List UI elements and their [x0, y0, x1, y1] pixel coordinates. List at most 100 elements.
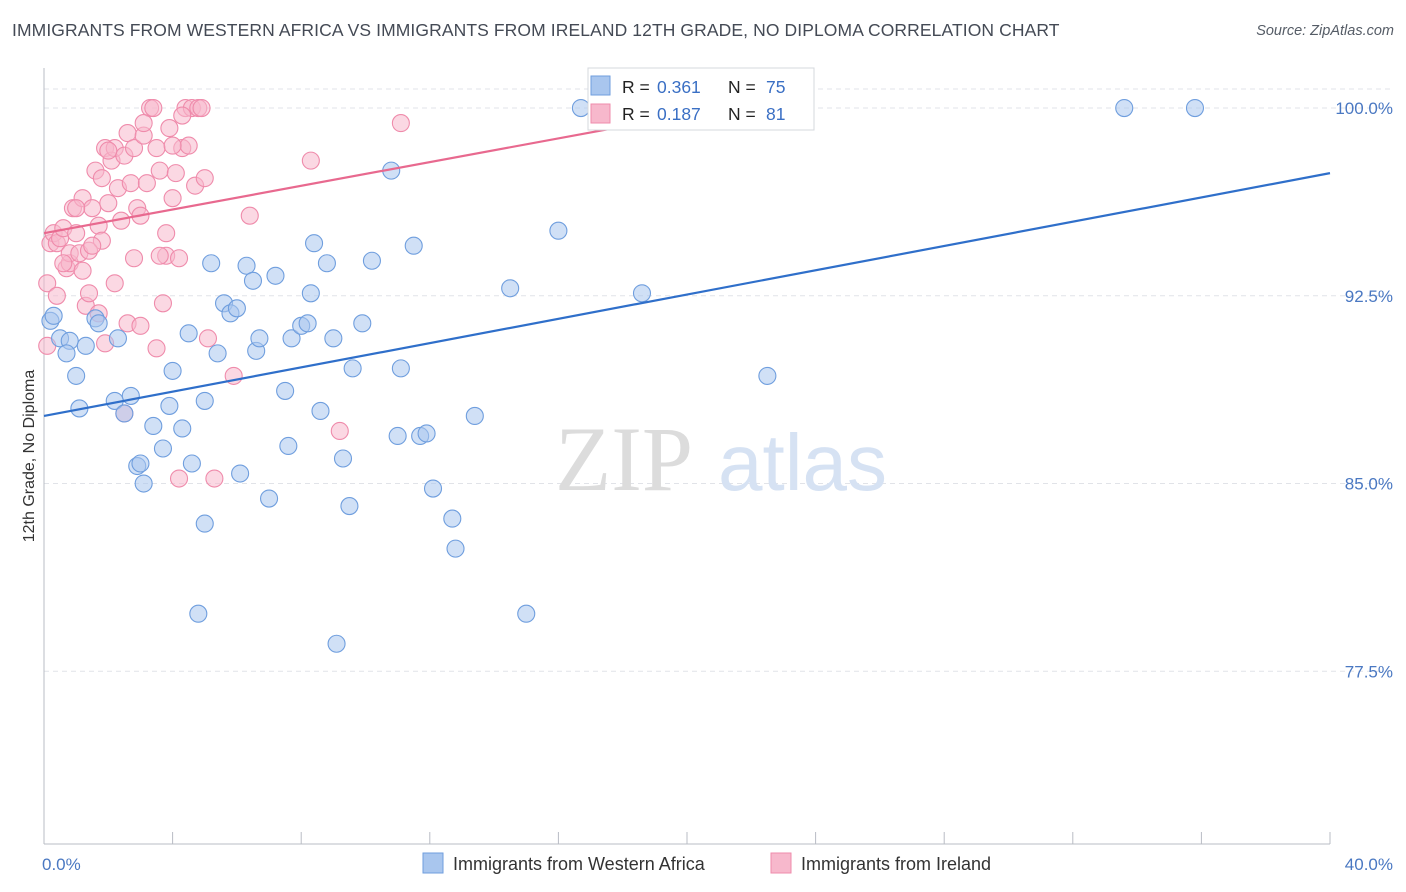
stats-r-label-1: R = — [622, 77, 650, 97]
ireland-point-73 — [330, 421, 349, 441]
ireland-point-43 — [169, 249, 189, 268]
western-africa-point-47 — [343, 359, 362, 378]
western-africa-point-56 — [423, 479, 443, 498]
western-africa-point-46 — [340, 497, 359, 516]
legend-label-ireland: Immigrants from Ireland — [801, 854, 991, 874]
x-tick-label-0: 0.0% — [42, 855, 81, 874]
stats-swatch-western-africa — [590, 75, 611, 96]
trend-line-western-africa — [43, 172, 1331, 418]
ireland-point-29 — [124, 139, 144, 158]
ireland-point-40 — [160, 119, 179, 138]
ireland-point-69 — [124, 249, 144, 268]
ireland-point-0 — [38, 274, 57, 293]
western-africa-point-29 — [237, 256, 256, 275]
stats-r-value-1: 0.361 — [657, 77, 701, 97]
western-africa-point-17 — [153, 439, 173, 458]
ireland-point-60 — [169, 469, 189, 488]
x-tick-labels: 0.0% 40.0% — [42, 855, 1393, 874]
ireland-point-58 — [131, 316, 150, 335]
western-africa-point-35 — [276, 381, 295, 400]
western-africa-point-5 — [67, 366, 86, 385]
ireland-point-50 — [192, 99, 211, 118]
y-tick-label-2: 85.0% — [1345, 475, 1393, 494]
stats-r-value-2: 0.187 — [657, 104, 701, 124]
legend-swatch-western-africa — [422, 852, 444, 874]
ireland-point-21 — [99, 194, 118, 213]
trend-line-ireland — [43, 109, 710, 235]
stats-r-label-2: R = — [622, 104, 650, 124]
source-label: Source: ZipAtlas.com — [1256, 23, 1394, 39]
western-africa-point-41 — [305, 234, 324, 253]
y-axis-label: 12th Grade, No Diploma — [21, 370, 38, 543]
y-tick-labels: 100.0% 92.5% 85.0% 77.5% — [1335, 99, 1393, 681]
western-africa-point-58 — [446, 539, 465, 558]
western-africa-point-61 — [517, 604, 536, 623]
western-africa-point-51 — [388, 426, 407, 446]
western-africa-point-63 — [227, 299, 246, 318]
chart-title: IMMIGRANTS FROM WESTERN AFRICA VS IMMIGR… — [12, 20, 1060, 40]
western-africa-point-53 — [404, 236, 423, 255]
ireland-point-37 — [150, 161, 169, 180]
stats-n-value-1: 75 — [766, 77, 785, 97]
ireland-point-77 — [47, 286, 66, 305]
y-tick-label-0: 100.0% — [1335, 99, 1393, 118]
ireland-point-65 — [134, 114, 153, 133]
stats-box: R = 0.361 N = 75 R = 0.187 N = 81 — [587, 67, 815, 131]
stats-n-label-1: N = — [728, 77, 756, 97]
western-africa-point-49 — [362, 251, 381, 270]
ireland-point-72 — [301, 151, 320, 170]
ireland-point-33 — [137, 174, 156, 193]
western-africa-point-23 — [195, 391, 214, 410]
western-africa-point-21 — [179, 324, 198, 343]
western-africa-point-66 — [327, 634, 346, 653]
western-africa-point-18 — [160, 396, 179, 415]
western-africa-point-24 — [202, 254, 221, 273]
western-africa-point-25 — [208, 344, 227, 363]
ireland-point-28 — [121, 174, 140, 193]
y-tick-label-1: 92.5% — [1345, 287, 1393, 306]
western-africa-point-1 — [44, 306, 63, 325]
x-axis-ticks — [43, 832, 1331, 844]
western-africa-point-36 — [279, 436, 298, 456]
western-africa-point-32 — [250, 329, 269, 348]
ireland-point-68 — [83, 236, 102, 255]
western-africa-point-55 — [417, 424, 436, 443]
stats-n-value-2: 81 — [766, 104, 785, 124]
western-africa-point-57 — [443, 509, 462, 528]
western-africa-point-52 — [391, 359, 410, 378]
western-africa-point-12 — [115, 404, 134, 423]
western-africa-point-59 — [465, 406, 484, 425]
western-africa-point-22 — [182, 454, 201, 473]
ireland-point-38 — [153, 294, 173, 313]
western-africa-point-65 — [189, 604, 208, 623]
western-africa-point-15 — [134, 474, 153, 493]
western-africa-point-68 — [632, 284, 652, 303]
western-africa-point-48 — [353, 314, 372, 333]
ireland-point-19 — [92, 169, 111, 188]
western-africa-point-69 — [758, 366, 777, 385]
series-western-africa-points — [41, 99, 1205, 653]
ireland-point-76 — [73, 261, 92, 280]
western-africa-point-71 — [1185, 99, 1205, 118]
legend-label-western-africa: Immigrants from Western Africa — [453, 854, 706, 874]
trend-lines — [43, 109, 1331, 418]
ireland-point-59 — [147, 339, 166, 358]
western-africa-point-44 — [324, 329, 343, 348]
western-africa-point-28 — [231, 464, 250, 483]
ireland-point-52 — [198, 329, 218, 348]
ireland-point-66 — [54, 254, 73, 273]
ireland-point-70 — [150, 246, 169, 265]
western-africa-point-33 — [259, 489, 279, 508]
ireland-point-67 — [67, 199, 86, 218]
ireland-point-75 — [173, 106, 192, 125]
stats-box-frame — [587, 67, 815, 131]
western-africa-point-39 — [298, 314, 317, 333]
ireland-point-53 — [205, 469, 224, 488]
stats-swatch-ireland — [590, 103, 611, 124]
western-africa-point-43 — [317, 254, 336, 273]
legend: Immigrants from Western Africa Immigrant… — [422, 852, 991, 874]
western-africa-point-74 — [76, 336, 95, 355]
ireland-point-78 — [105, 274, 124, 293]
ireland-point-41 — [163, 189, 182, 208]
